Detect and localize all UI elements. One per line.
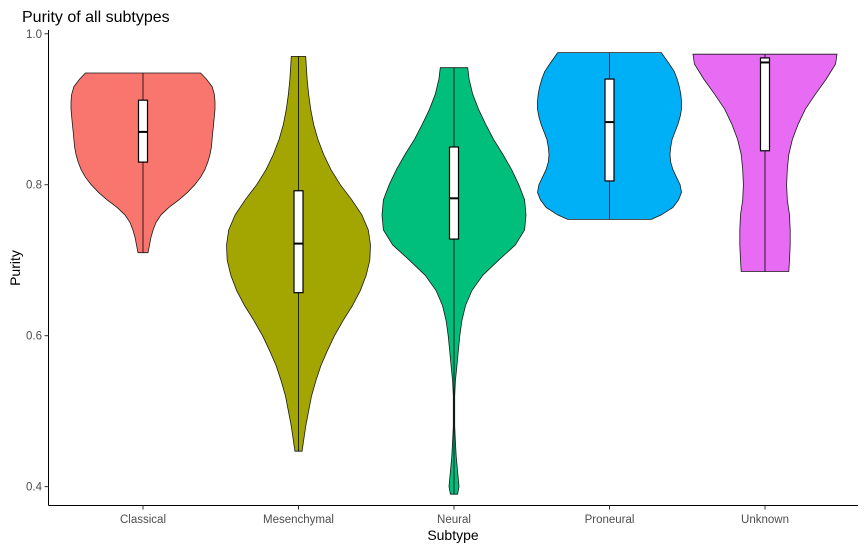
x-tick-label: Mesenchymal — [263, 514, 334, 526]
violin-group — [70, 52, 838, 495]
y-tick-label: 0.4 — [26, 482, 43, 494]
violin-unknown — [692, 53, 838, 272]
y-tick-label: 1.0 — [26, 29, 42, 41]
violin-proneural — [537, 52, 682, 220]
violin-neural — [381, 67, 527, 495]
x-tick-label: Proneural — [585, 514, 635, 526]
violin-mesenchymal — [226, 56, 371, 452]
x-axis-ticks: Classical Mesenchymal Neural Proneural Unkno… — [120, 505, 789, 526]
box — [448, 146, 460, 240]
box — [604, 78, 615, 182]
y-axis-label: Purity — [7, 250, 23, 286]
x-tick-label: Classical — [120, 514, 166, 526]
y-tick-label: 0.8 — [26, 180, 42, 192]
x-axis-label: Subtype — [427, 527, 479, 543]
violin-classical — [70, 72, 216, 254]
x-tick-label: Unknown — [741, 514, 789, 526]
chart-title: Purity of all subtypes — [22, 9, 170, 26]
y-axis-ticks: 0.4 0.6 0.8 1.0 — [26, 29, 49, 494]
y-tick-label: 0.6 — [26, 331, 42, 343]
box — [759, 57, 771, 152]
box — [293, 190, 304, 294]
x-tick-label: Neural — [437, 514, 471, 526]
